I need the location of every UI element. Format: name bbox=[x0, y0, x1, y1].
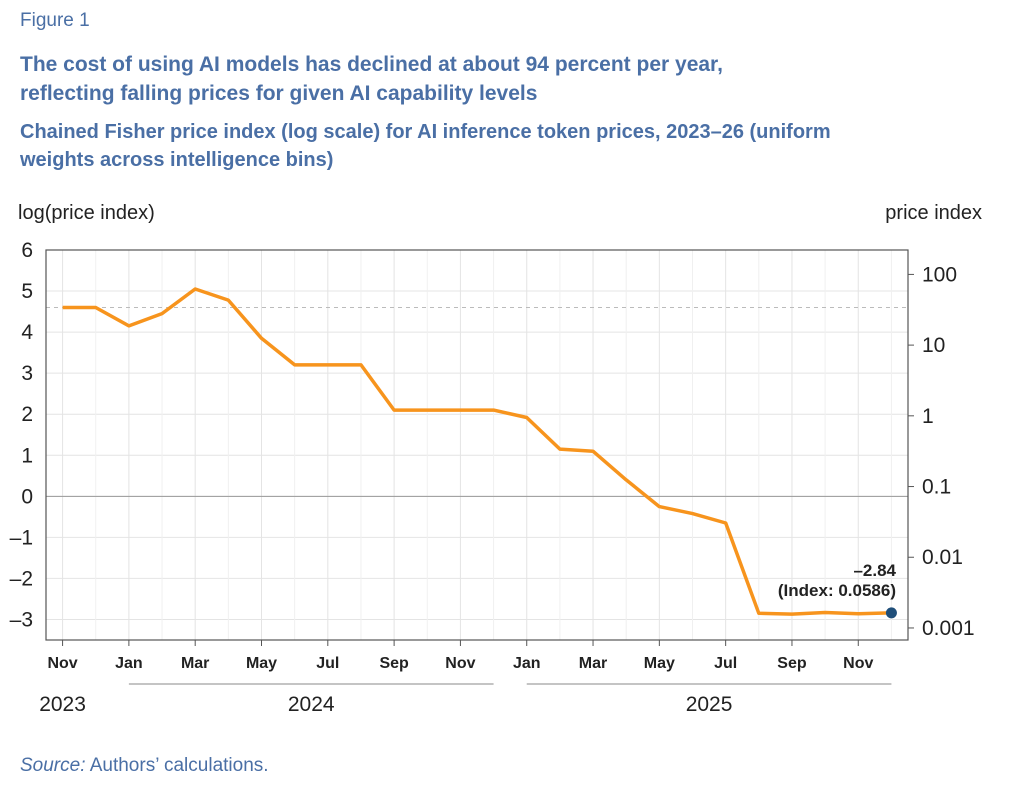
y-tick-label: –3 bbox=[10, 608, 33, 631]
chart-subtitle: Chained Fisher price index (log scale) f… bbox=[20, 121, 831, 171]
y2-tick-label: 0.01 bbox=[922, 546, 963, 569]
x-tick-label: Jul bbox=[714, 655, 737, 672]
y-tick-label: –2 bbox=[10, 567, 33, 590]
year-labels: 2023 2024 2025 bbox=[39, 683, 892, 716]
grid-lines bbox=[46, 249, 908, 640]
x-tick-label: Jan bbox=[513, 655, 541, 672]
y-tick-label: 6 bbox=[21, 239, 33, 262]
chart-title: The cost of using AI models has declined… bbox=[20, 53, 723, 105]
y2-tick-label: 0.1 bbox=[922, 476, 951, 499]
y2-tick-labels: 100 10 1 0.1 0.01 0.001 bbox=[908, 263, 975, 640]
y-tick-label: 3 bbox=[21, 362, 33, 385]
annotation-index: (Index: 0.0586) bbox=[778, 581, 896, 600]
x-tick-label: Mar bbox=[579, 655, 607, 672]
series-line bbox=[62, 287, 892, 616]
y2-tick-label: 100 bbox=[922, 263, 957, 286]
y-tick-label: 2 bbox=[21, 403, 33, 426]
chart-svg: log(price index) price index 6543210–1–2… bbox=[10, 202, 982, 716]
endpoint-marker bbox=[885, 607, 897, 619]
x-tick-label: Jan bbox=[115, 655, 143, 672]
y-axis-label: log(price index) bbox=[18, 202, 155, 224]
y-tick-label: 0 bbox=[21, 485, 33, 508]
y2-tick-label: 0.001 bbox=[922, 617, 975, 640]
figure-label: Figure 1 bbox=[20, 10, 90, 31]
y2-tick-label: 10 bbox=[922, 334, 945, 357]
annotation-value: –2.84 bbox=[853, 561, 896, 580]
y2-axis-label: price index bbox=[885, 202, 982, 224]
year-label: 2024 bbox=[288, 693, 335, 716]
y2-tick-label: 1 bbox=[922, 405, 934, 428]
source-label: Source: bbox=[20, 755, 86, 776]
y-tick-label: 4 bbox=[21, 321, 33, 344]
year-label: 2025 bbox=[686, 693, 733, 716]
y-tick-label: –1 bbox=[10, 526, 33, 549]
x-tick-label: May bbox=[246, 655, 277, 672]
x-tick-label: Sep bbox=[379, 655, 409, 672]
source-note: Source: Authors’ calculations. bbox=[20, 755, 269, 777]
source-text: Authors’ calculations. bbox=[85, 755, 269, 776]
x-tick-label: Mar bbox=[181, 655, 209, 672]
x-tick-label: Jul bbox=[316, 655, 339, 672]
y-tick-label: 1 bbox=[21, 444, 33, 467]
x-tick-label: Nov bbox=[47, 655, 77, 672]
x-tick-label: Nov bbox=[843, 655, 873, 672]
y-tick-label: 5 bbox=[21, 280, 33, 303]
y-tick-labels: 6 5 4 3 2 1 0 –1 –2 –3 bbox=[10, 239, 34, 631]
year-label: 2023 bbox=[39, 693, 86, 716]
x-tick-labels: Nov Jan Mar May Jul Sep Nov Jan Mar May Jul Sep Nov bbox=[47, 640, 873, 672]
plot-frame bbox=[45, 249, 909, 641]
x-tick-label: Sep bbox=[777, 655, 807, 672]
x-tick-label: May bbox=[644, 655, 675, 672]
x-tick-label: Nov bbox=[445, 655, 475, 672]
